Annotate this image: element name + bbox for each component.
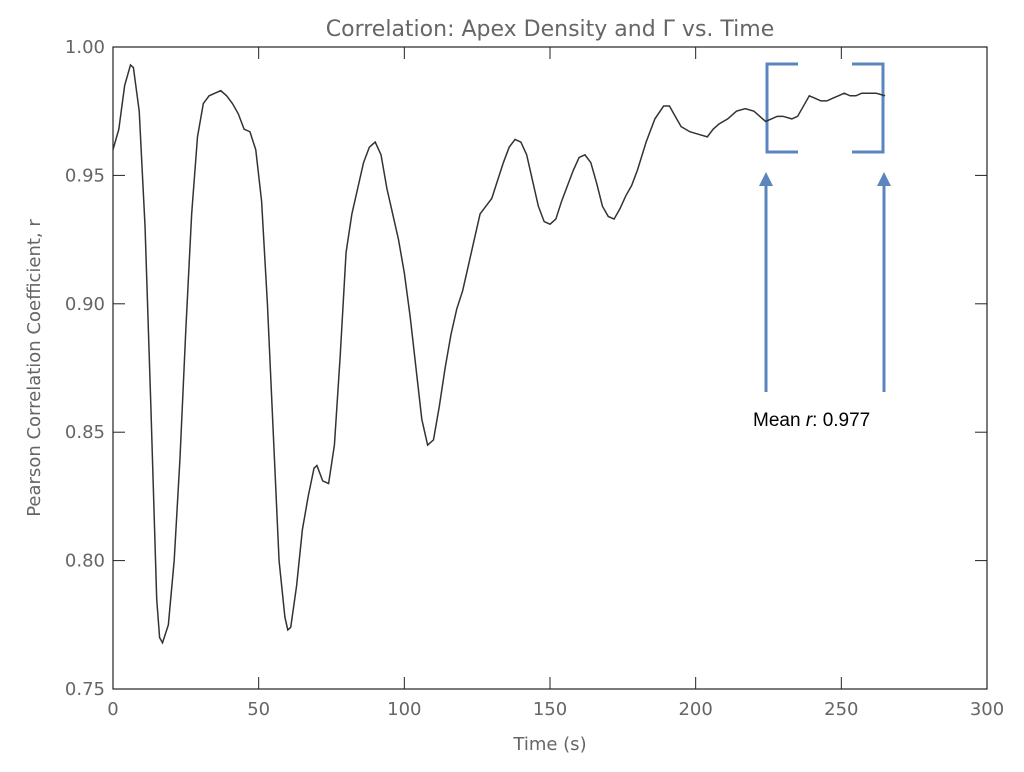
y-tick-label: 0.95 (65, 165, 105, 186)
x-tick-label: 0 (107, 699, 118, 720)
data-line (112, 63, 886, 645)
x-tick-label: 100 (387, 699, 421, 720)
x-tick-label: 250 (824, 699, 858, 720)
x-tick-label: 150 (533, 699, 567, 720)
y-tick-label: 1.00 (65, 37, 105, 58)
x-tick-label: 300 (970, 699, 1004, 720)
y-tick-label: 0.80 (65, 551, 105, 572)
y-tick-label: 0.90 (65, 294, 105, 315)
annotation-part: : 0.977 (812, 410, 870, 431)
chart-title: Correlation: Apex Density and Γ vs. Time (326, 17, 774, 42)
x-tick-label: 50 (247, 699, 270, 720)
annotation-part: Mean (753, 410, 806, 431)
y-tick-label: 0.85 (65, 422, 105, 443)
annotation: Mean r: 0.977 (753, 410, 870, 431)
arrow-head (759, 172, 773, 186)
annotation-part: r (806, 410, 813, 431)
x-axis-label: Time (s) (512, 734, 586, 755)
plot-frame (112, 46, 988, 690)
bracket-right (852, 62, 885, 154)
x-tick-label: 200 (678, 699, 712, 720)
y-axis-label: Pearson Correlation Coefficient, r (24, 219, 45, 517)
y-tick-label: 0.75 (65, 679, 105, 700)
bracket-left (765, 62, 798, 154)
arrow-head (877, 172, 891, 186)
annotation-shapes (759, 62, 891, 392)
